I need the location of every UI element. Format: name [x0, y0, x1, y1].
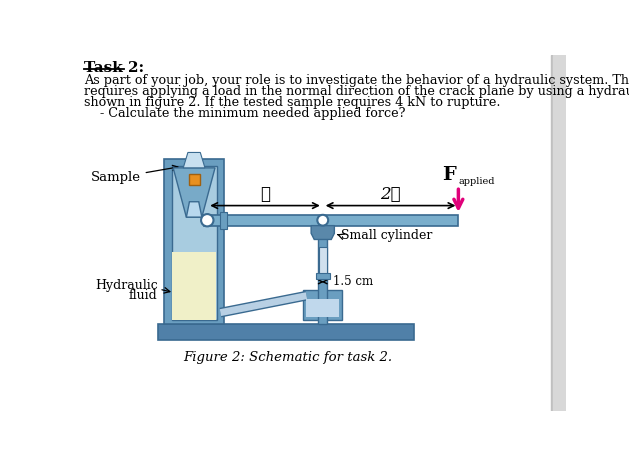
Text: fluid: fluid	[129, 289, 158, 302]
Bar	[172, 252, 216, 320]
Bar	[306, 299, 339, 317]
Text: As part of your job, your role is to investigate the behavior of a hydraulic sys: As part of your job, your role is to inv…	[84, 74, 629, 87]
Bar	[220, 212, 226, 229]
Polygon shape	[311, 225, 335, 239]
Polygon shape	[186, 202, 202, 217]
Text: requires applying a load in the normal direction of the crack plane by using a h: requires applying a load in the normal d…	[84, 85, 629, 98]
Bar	[318, 225, 328, 324]
Polygon shape	[183, 152, 205, 168]
Bar	[172, 166, 216, 320]
Polygon shape	[173, 168, 215, 217]
Text: 9 cm: 9 cm	[180, 270, 209, 283]
Bar	[189, 174, 199, 185]
Text: 2ℓ: 2ℓ	[381, 186, 401, 203]
Bar	[164, 158, 225, 324]
Text: Small cylinder: Small cylinder	[340, 229, 432, 242]
Text: F: F	[442, 166, 456, 184]
Text: Task 2:: Task 2:	[84, 61, 144, 75]
Text: shown in figure 2. If the tested sample requires 4 kN to rupture.: shown in figure 2. If the tested sample …	[84, 96, 501, 109]
Text: Hydraulic: Hydraulic	[95, 279, 158, 292]
Text: Figure 2: Schematic for task 2.: Figure 2: Schematic for task 2.	[183, 351, 392, 364]
Text: ℓ: ℓ	[260, 186, 270, 203]
Text: - Calculate the minimum needed applied force?: - Calculate the minimum needed applied f…	[84, 108, 406, 121]
Bar	[316, 273, 330, 279]
Bar	[553, 55, 566, 411]
Bar	[303, 290, 342, 320]
Bar	[204, 215, 459, 225]
Text: 1.5 cm: 1.5 cm	[333, 275, 373, 288]
Text: applied: applied	[459, 176, 495, 186]
Bar	[319, 247, 326, 274]
Bar	[159, 324, 415, 340]
Text: Sample: Sample	[91, 165, 178, 184]
Circle shape	[201, 214, 213, 226]
Circle shape	[317, 215, 328, 225]
Bar	[552, 55, 553, 411]
